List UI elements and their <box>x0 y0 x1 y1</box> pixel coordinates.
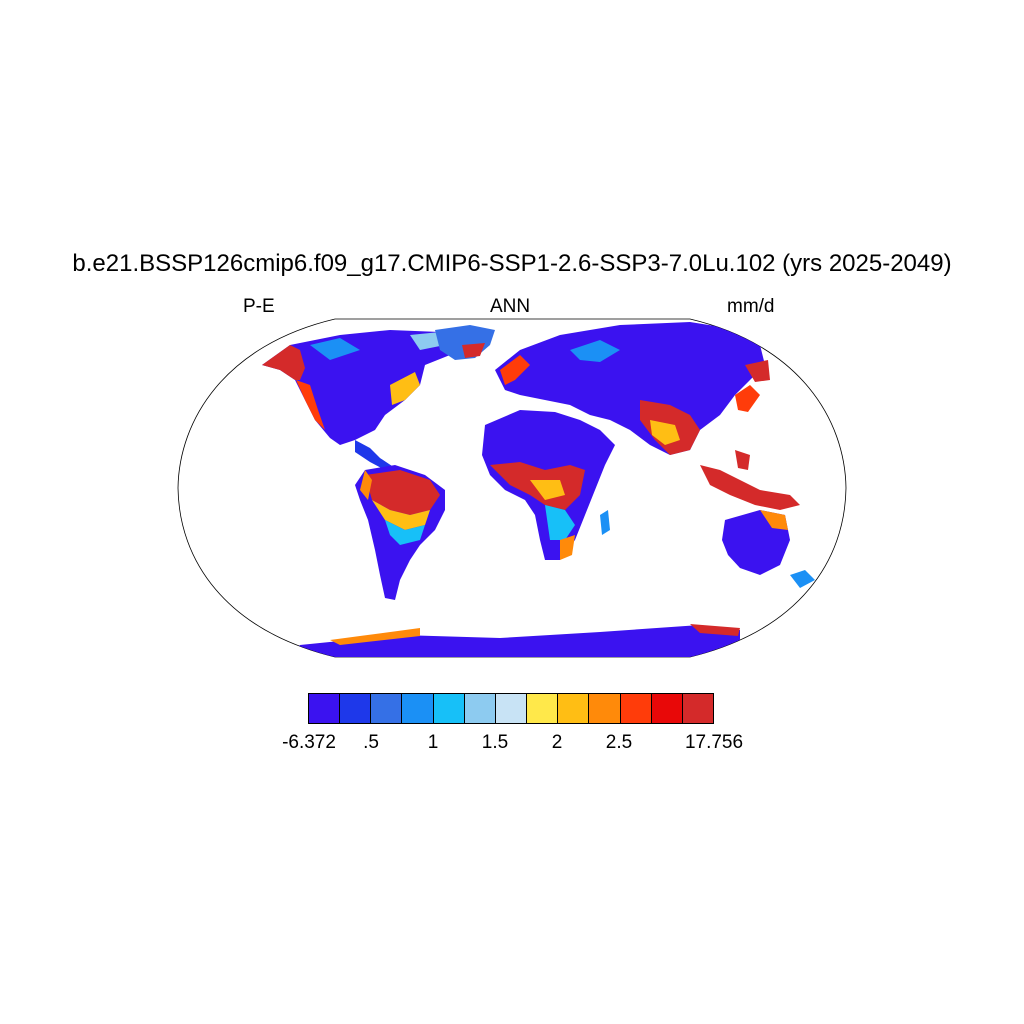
colorbar-swatch <box>495 694 528 723</box>
colorbar-swatch <box>371 694 403 723</box>
colorbar-tick-label: 2 <box>551 732 563 753</box>
colorbar-tick-label: -6.372 <box>282 732 336 753</box>
maritime-continent <box>700 450 800 510</box>
colorbar-tick-label: .5 <box>363 732 379 753</box>
africa <box>482 410 615 560</box>
colorbar-swatch <box>620 694 652 723</box>
season-label: ANN <box>490 296 531 317</box>
south-america <box>355 465 445 600</box>
colorbar-swatch <box>433 694 465 723</box>
colorbar-tick-label: 2.5 <box>605 732 633 753</box>
colorbar-swatch <box>682 694 714 723</box>
colorbar-swatch <box>558 694 590 723</box>
colorbar-swatch <box>309 694 341 723</box>
colorbar <box>308 693 714 724</box>
north-america <box>262 330 470 470</box>
colorbar-swatch <box>589 694 621 723</box>
colorbar-swatch <box>527 694 559 723</box>
colorbar-swatch <box>340 694 372 723</box>
variable-label: P-E <box>243 296 275 317</box>
australia <box>722 510 815 588</box>
units-label: mm/d <box>727 296 775 317</box>
colorbar-swatch <box>651 694 683 723</box>
antarctica <box>280 624 740 657</box>
plot-title: b.e21.BSSP126cmip6.f09_g17.CMIP6-SSP1-2.… <box>72 250 952 277</box>
colorbar-tick-label: 1 <box>427 732 439 753</box>
colorbar-tick-label: 1.5 <box>481 732 509 753</box>
colorbar-tick-label: 17.756 <box>684 732 744 753</box>
eurasia <box>495 322 770 455</box>
colorbar-swatch <box>464 694 496 723</box>
greenland <box>435 325 495 360</box>
colorbar-swatch <box>402 694 434 723</box>
